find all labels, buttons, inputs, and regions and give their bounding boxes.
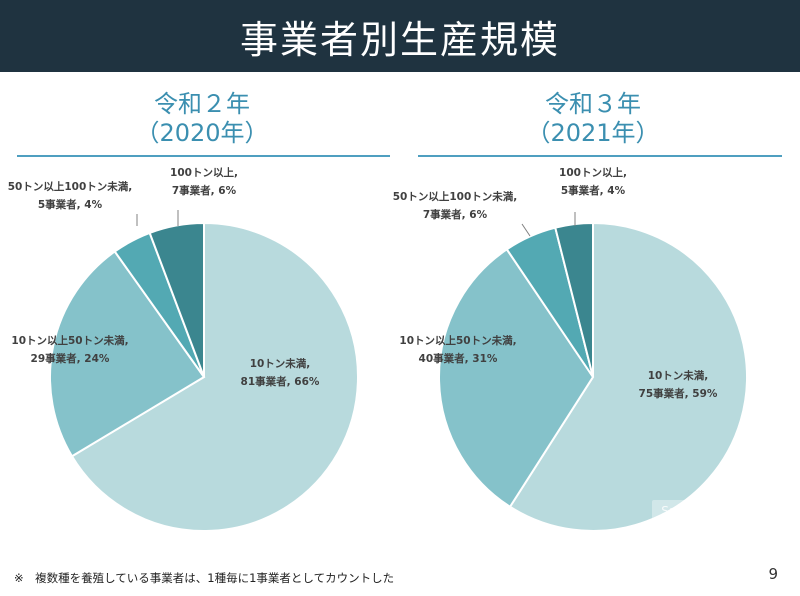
slice-label-2020-1: 10トン以上50トン未満, 29事業者, 24%	[11, 334, 128, 365]
chart-title-2021-line2: （2021年）	[526, 119, 660, 147]
pie-slice-2020-0	[70, 221, 359, 532]
slide-title: 事業者別生産規模	[239, 17, 560, 62]
chart-title-2020: 令和２年 （2020年）	[22, 90, 382, 148]
slide-header: 事業者別生産規模	[0, 0, 800, 72]
footnote: ※ 複数種を養殖している事業者は、1種毎に1事業者としてカウントした	[14, 571, 395, 585]
title-rule-2021	[418, 155, 782, 157]
chart-title-2020-line1: 令和２年	[154, 90, 250, 118]
pie-slice-2020-3	[148, 221, 205, 378]
title-rule-2020	[17, 155, 390, 157]
slice-label-2021-1: 10トン以上50トン未満, 40事業者, 31%	[399, 334, 516, 365]
chart-title-2020-line2: （2020年）	[135, 119, 269, 147]
pie-slice-2021-3	[554, 221, 594, 378]
slice-label-2021-0: 10トン未満, 75事業者, 59%	[639, 369, 718, 400]
slice-label-2021-3: 100トン以上, 5事業者, 4%	[559, 166, 627, 197]
chart-title-2021: 令和３年 （2021年）	[413, 90, 773, 148]
slice-label-2020-3: 100トン以上, 7事業者, 6%	[170, 166, 238, 197]
chart-title-2021-line1: 令和３年	[545, 90, 641, 118]
slice-label-2020-0: 10トン未満, 81事業者, 66%	[241, 357, 320, 388]
pie-slice-2020-1	[49, 250, 206, 458]
pie-slice-2021-1	[438, 247, 595, 509]
leader-line-2021-2	[521, 223, 531, 237]
slice-label-2020-2: 50トン以上100トン未満, 5事業者, 4%	[8, 180, 133, 211]
save-watermark: Save	[652, 500, 700, 522]
page-number: 9	[768, 565, 778, 583]
slice-label-2021-2: 50トン以上100トン未満, 7事業者, 6%	[393, 190, 518, 221]
pie-slice-2021-0	[508, 221, 748, 532]
